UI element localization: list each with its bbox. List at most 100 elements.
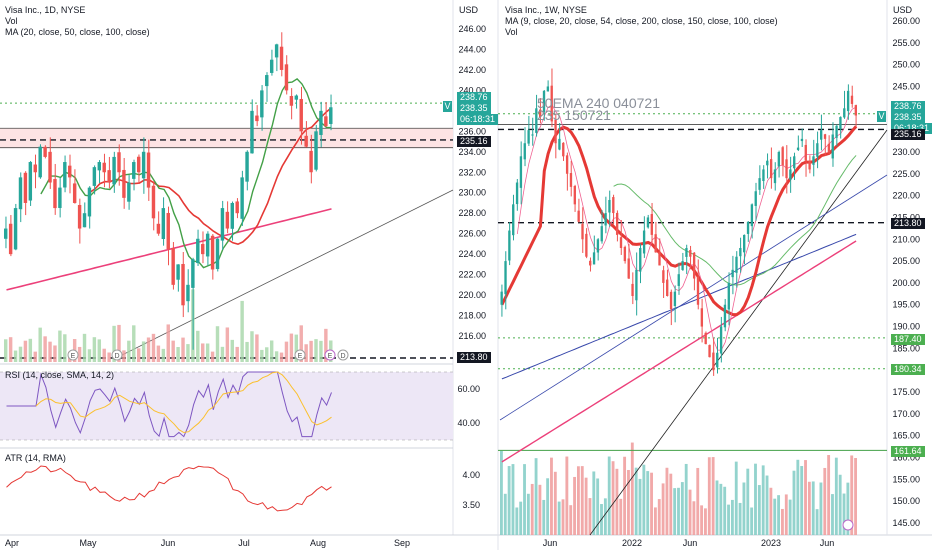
right-candle-body: [816, 143, 819, 157]
left-candle-body: [43, 146, 47, 157]
right-volume-bar: [827, 455, 831, 535]
right-time-label: Jun: [683, 538, 698, 548]
left-event-label: E: [71, 353, 76, 360]
right-candle-body: [577, 210, 580, 222]
right-volume-bar: [811, 481, 815, 535]
right-volume-bar: [831, 494, 834, 535]
left-volume-bar: [205, 343, 210, 362]
left-candle-body: [309, 150, 313, 173]
left-event-label: E: [328, 353, 333, 360]
right-volume-bar: [634, 467, 638, 535]
left-price-axis-label: 216.00: [458, 331, 486, 341]
right-volume-bar: [815, 509, 819, 535]
left-volume-bar: [102, 348, 106, 362]
right-price-axis-label: 145.00: [892, 518, 920, 528]
right-volume-bar: [842, 493, 846, 535]
right-candle-body: [550, 85, 553, 122]
right-volume-bar: [807, 481, 811, 535]
right-candle-body: [735, 256, 738, 273]
right-candle-body: [839, 117, 842, 129]
left-event-marker: [67, 349, 79, 361]
right-volume-bar: [650, 472, 653, 535]
left-candle-body: [53, 179, 57, 209]
right-candle-body: [592, 252, 596, 265]
right-volume-bar: [781, 508, 784, 535]
right-volume-bar: [750, 507, 754, 535]
left-volume-bar: [146, 337, 151, 362]
right-price-axis-label: 195.00: [892, 300, 920, 310]
left-volume-bar: [314, 339, 318, 362]
left-candle-body: [48, 151, 52, 183]
right-candle-body: [535, 108, 538, 133]
left-volume-bar: [156, 345, 161, 362]
left-volume-bar: [13, 350, 18, 362]
right-candle-body: [723, 304, 727, 328]
right-price-axis-label: 165.00: [892, 431, 920, 441]
right-candle-body: [662, 270, 665, 283]
left-volume-bar: [82, 333, 87, 362]
right-candle-body: [542, 90, 546, 113]
left-candle-body: [304, 135, 308, 147]
left-volume-bar: [294, 334, 299, 362]
right-event-marker: [842, 519, 854, 531]
right-candle-body: [677, 274, 680, 286]
right-volume-bar: [796, 459, 800, 535]
right-trendline-2: [499, 174, 888, 421]
right-candle-body: [642, 230, 646, 254]
right-volume-bar: [677, 487, 680, 535]
left-volume-bar: [279, 352, 284, 362]
left-price-axis-label: 230.00: [458, 188, 486, 198]
rsi-title: RSI (14, close, SMA, 14, 2): [5, 370, 115, 380]
right-candle-body: [512, 204, 515, 236]
right-candle-body: [827, 143, 831, 152]
right-volume-bar: [734, 461, 738, 535]
left-event-label: E: [298, 353, 303, 360]
left-volume-bar: [196, 330, 200, 362]
left-event-marker: [324, 349, 336, 361]
right-currency: USD: [893, 5, 913, 15]
rsi-axis-label: 40.00: [457, 418, 480, 428]
right-volume-bar: [727, 504, 730, 535]
right-price-axis-label: 210.00: [892, 234, 920, 244]
right-candle-body: [727, 282, 730, 310]
right-candle-body: [523, 143, 526, 160]
left-volume-bar: [171, 340, 175, 362]
left-candle-body: [269, 59, 274, 73]
right-candle-body: [619, 237, 623, 248]
left-volume-bar: [181, 337, 185, 362]
right-volume-bar: [550, 457, 553, 535]
right-volume-bar: [777, 495, 781, 535]
left-candle-body: [250, 110, 254, 154]
right-volume-bar: [692, 501, 696, 535]
right-candle-body: [746, 221, 750, 234]
left-volume-bar: [38, 327, 42, 362]
right-ma-label: MA (9, close, 20, close, 54, close, 200,…: [505, 16, 778, 26]
right-candle-body: [785, 159, 788, 179]
left-candle-body: [151, 185, 156, 219]
left-volume-bar: [215, 326, 220, 362]
left-volume-bar: [127, 340, 131, 362]
right-volume-bar: [615, 468, 619, 535]
right-candle-body: [846, 90, 850, 112]
right-candle-body: [754, 191, 757, 206]
left-countdown-tag: 06:18:31: [457, 114, 499, 125]
right-candle-body: [773, 169, 777, 184]
left-current-price-tag: 238.35: [457, 103, 491, 114]
left-time-label: Jul: [238, 538, 250, 548]
left-time-label: Sep: [394, 538, 410, 548]
right-volume-bar: [596, 478, 600, 535]
right-price-axis-label: 255.00: [892, 38, 920, 48]
left-price-axis-label: 234.00: [458, 147, 486, 157]
left-candle-body: [63, 162, 67, 188]
right-candle-body: [519, 156, 523, 188]
left-volume-bar: [43, 336, 47, 362]
right-candle-body: [766, 160, 769, 166]
left-candle-body: [235, 201, 239, 214]
left-volume-bar: [23, 340, 28, 362]
right-volume-bar: [507, 466, 511, 535]
right-volume-bar: [800, 466, 804, 535]
right-volume-bar: [792, 470, 796, 535]
left-volume-bar: [87, 349, 92, 362]
right-volume-bar: [500, 451, 503, 535]
